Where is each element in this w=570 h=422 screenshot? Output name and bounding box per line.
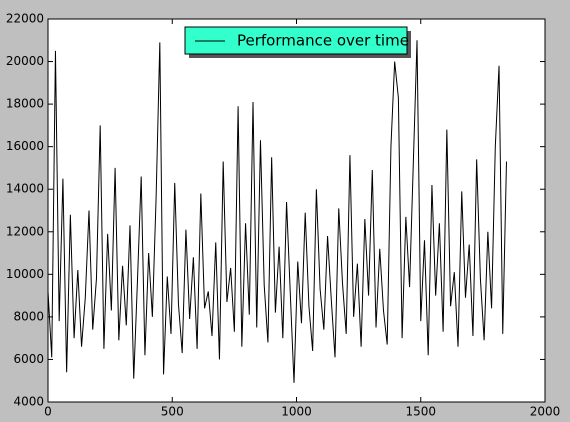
y-tick-label: 14000	[6, 182, 44, 196]
y-tick-label: 22000	[6, 12, 44, 26]
y-tick-label: 10000	[6, 267, 44, 281]
y-tick-label: 8000	[13, 309, 44, 323]
x-tick-label: 1000	[281, 405, 312, 419]
y-tick-label: 4000	[13, 395, 44, 409]
x-tick-label: 1500	[405, 405, 436, 419]
x-tick-label: 500	[161, 405, 184, 419]
x-tick-label: 2000	[530, 405, 561, 419]
y-tick-label: 16000	[6, 139, 44, 153]
y-tick-label: 12000	[6, 224, 44, 238]
y-tick-label: 6000	[13, 352, 44, 366]
data-line	[47, 40, 507, 383]
x-tick-label: 0	[44, 405, 52, 419]
y-tick-label: 20000	[6, 54, 44, 68]
y-tick-label: 18000	[6, 97, 44, 111]
legend-label: Performance over time	[237, 32, 409, 50]
plot-area	[47, 18, 546, 403]
